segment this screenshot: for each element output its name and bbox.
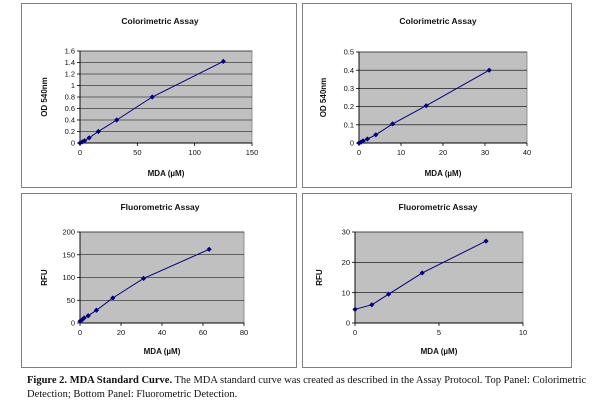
x-tick-label: 0 (78, 328, 82, 337)
y-tick-label: 50 (67, 296, 75, 305)
data-point (81, 138, 88, 144)
figure-caption: Figure 2. MDA Standard Curve. The MDA st… (27, 374, 587, 401)
y-tick-label: 200 (62, 228, 75, 237)
y-tick-label: 1.2 (65, 70, 75, 79)
x-tick-label: 50 (133, 148, 141, 157)
chart-svg: 0 0.1 0.2 0.3 0.4 0.5 0 10 20 30 40 Colorimetric As… (319, 16, 531, 178)
chart-panel-colorimetric-1: 0 0.2 0.4 0.6 0.8 1 1.2 1.4 1.6 0 50 100 150 Colorime… (21, 3, 297, 188)
caption-heading: MDA Standard Curve. (69, 375, 173, 386)
data-point (356, 140, 362, 146)
data-point (486, 67, 492, 73)
caption-text: The MDA standard curve was created as de… (27, 375, 587, 400)
x-tick-label: 30 (481, 148, 489, 157)
x-tick-label: 150 (246, 148, 259, 157)
data-point (206, 246, 212, 252)
y-axis-label: RFU (315, 269, 324, 286)
y-tick-label: 0 (346, 319, 350, 328)
y-tick-label: 0.3 (344, 84, 354, 93)
x-tick-label: 40 (158, 328, 166, 337)
chart-title: Fluorometric Assay (120, 202, 199, 212)
y-axis-label: OD 540nm (319, 78, 328, 118)
y-tick-label: 0.6 (65, 104, 75, 113)
x-tick-label: 5 (437, 328, 441, 337)
x-tick-label: 10 (397, 148, 405, 157)
chart-panel-fluorometric-2: 0 10 20 30 0 5 10 Fluorometric Assay MDA (µM) RFU (302, 193, 572, 368)
x-axis-label: MDA (µM) (425, 169, 462, 178)
chart-title: Colorimetric Assay (399, 16, 476, 26)
y-tick-label: 0.2 (344, 102, 354, 111)
data-point (95, 128, 101, 135)
x-tick-label: 20 (439, 148, 447, 157)
caption-label: Figure 2. (27, 375, 68, 386)
chart-svg: 0 10 20 30 0 5 10 Fluorometric Assay MDA (µM) RFU (315, 202, 527, 356)
y-tick-label: 0.4 (65, 116, 75, 125)
y-tick-label: 0.8 (65, 93, 75, 102)
y-tick-label: 100 (62, 273, 75, 282)
data-point (114, 117, 120, 123)
x-axis-label: MDA (µM) (144, 347, 181, 356)
y-tick-label: 0.5 (344, 48, 354, 57)
chart-title: Colorimetric Assay (121, 16, 198, 26)
y-axis-label: RFU (40, 269, 49, 286)
x-tick-label: 60 (199, 328, 207, 337)
data-point (149, 94, 155, 100)
x-tick-label: 20 (117, 328, 125, 337)
y-tick-label: 0.4 (344, 66, 354, 75)
x-tick-label: 100 (188, 148, 201, 157)
x-tick-label: 0 (353, 328, 357, 337)
y-tick-label: 10 (342, 288, 350, 297)
y-tick-label: 1.6 (65, 47, 75, 56)
chart-panel-fluorometric-1: 0 50 100 150 200 0 20 40 60 80 Fluorometric Assay M… (21, 193, 297, 368)
chart-title: Fluorometric Assay (398, 202, 477, 212)
y-tick-label: 0 (71, 139, 75, 148)
y-tick-label: 30 (342, 228, 350, 237)
x-axis-label: MDA (µM) (421, 347, 458, 356)
y-tick-label: 1 (71, 81, 75, 90)
x-tick-label: 0 (357, 148, 361, 157)
x-axis-label: MDA (µM) (148, 169, 185, 178)
data-point (352, 306, 358, 312)
x-tick-label: 40 (523, 148, 531, 157)
chart-panel-colorimetric-2: 0 0.1 0.2 0.3 0.4 0.5 0 10 20 30 40 Colorimetric As… (302, 3, 572, 188)
y-tick-label: 20 (342, 258, 350, 267)
x-tick-label: 10 (519, 328, 527, 337)
data-point (81, 315, 87, 321)
y-tick-label: 0 (350, 139, 354, 148)
y-tick-label: 150 (62, 250, 75, 259)
data-point (86, 135, 92, 141)
plot-area (354, 231, 524, 324)
chart-svg: 0 50 100 150 200 0 20 40 60 80 Fluorometric Assay M… (40, 202, 248, 356)
chart-svg: 0 0.2 0.4 0.6 0.8 1 1.2 1.4 1.6 0 50 100 150 Colorime… (40, 16, 259, 178)
x-tick-label: 0 (78, 148, 82, 157)
y-tick-label: 0.1 (344, 120, 354, 129)
y-axis-label: OD 540nm (40, 77, 49, 117)
data-point (79, 317, 85, 323)
x-tick-label: 80 (240, 328, 248, 337)
data-point (220, 58, 226, 64)
y-tick-label: 0.2 (65, 127, 75, 136)
y-tick-label: 1.4 (65, 58, 75, 67)
y-tick-label: 0 (71, 319, 75, 328)
